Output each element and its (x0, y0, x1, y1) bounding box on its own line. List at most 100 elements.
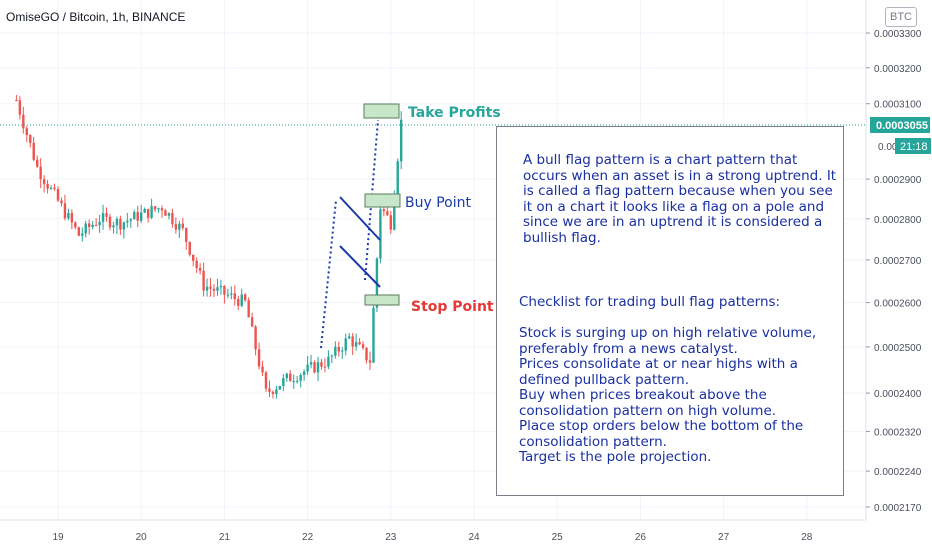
candle-body (358, 342, 361, 345)
y-tick-label: 0.0002500 (874, 343, 922, 354)
flag-upper-line[interactable] (339, 196, 381, 241)
candle-body (81, 233, 84, 236)
note-box[interactable]: A bull flag pattern is a chart pattern t… (496, 126, 844, 496)
candle-body (212, 288, 216, 291)
candle-body (202, 270, 205, 291)
y-tick-label: 0.0003300 (874, 29, 922, 40)
pole-line-left[interactable] (320, 199, 337, 349)
candle-body (261, 366, 264, 373)
candle-body (63, 203, 67, 219)
candle-body (15, 100, 18, 102)
candle-body (278, 386, 282, 390)
candle-body (233, 293, 236, 300)
candle-body (389, 215, 392, 230)
take-profits-label: Take Profits (408, 105, 501, 121)
candle-body (368, 360, 372, 363)
candle-body (53, 187, 56, 190)
candle-body (22, 114, 25, 129)
candle-body (56, 189, 60, 201)
candle-body (119, 218, 122, 230)
candle-body (49, 187, 53, 189)
candle-body (36, 159, 39, 167)
candle-body (337, 346, 340, 352)
candle-body (105, 213, 108, 217)
candle-body (153, 206, 157, 210)
stop-point-box[interactable] (364, 294, 400, 306)
candle-body (348, 336, 351, 339)
candle-body (77, 227, 80, 236)
flag-lower-line[interactable] (339, 245, 381, 288)
candle-body (219, 285, 223, 288)
take-profit-box[interactable] (363, 103, 400, 119)
candle-body (365, 347, 368, 361)
candle-body (181, 223, 184, 229)
candle-body (285, 373, 288, 379)
candle-body (143, 208, 146, 213)
candle-body (351, 336, 354, 347)
candlesticks (15, 94, 403, 399)
price-axis[interactable] (866, 0, 932, 520)
buy-point-box[interactable] (364, 193, 401, 208)
time-axis-labels[interactable]: 19 20 21 22 23 24 25 26 27 28 (52, 532, 812, 543)
candle-body (88, 223, 91, 227)
candle-body (185, 228, 188, 242)
candle-body (282, 378, 285, 387)
candle-body (247, 300, 250, 318)
candle-body (268, 388, 271, 392)
candle-body (112, 225, 115, 228)
candle-body (84, 223, 87, 234)
candle-body (29, 134, 32, 143)
x-tick-label: 25 (552, 532, 564, 543)
hidden-tick-partial: 0.000 (878, 142, 903, 153)
x-tick-label: 26 (635, 532, 647, 543)
candle-body (140, 212, 143, 221)
candle-body (271, 391, 275, 395)
candle-body (18, 100, 22, 115)
candle-body (108, 216, 112, 228)
candle-body (316, 362, 320, 373)
y-tick-label: 0.0002240 (874, 467, 922, 478)
candle-body (323, 366, 327, 368)
candle-body (171, 213, 174, 225)
candle-body (70, 212, 74, 223)
candle-body (361, 344, 365, 348)
x-tick-label: 27 (718, 532, 730, 543)
candle-body (354, 342, 358, 347)
currency-badge[interactable]: BTC (885, 7, 917, 27)
y-tick-label: 0.0003200 (874, 64, 922, 75)
candle-body (192, 254, 195, 261)
candle-body (74, 222, 77, 228)
y-tick-label: 0.0002800 (874, 215, 922, 226)
candle-body (164, 210, 167, 216)
candle-body (309, 362, 313, 365)
candle-body (115, 218, 119, 226)
x-tick-label: 20 (136, 532, 148, 543)
candle-body (257, 349, 261, 367)
candle-body (244, 294, 247, 301)
candle-body (178, 223, 181, 230)
candle-body (150, 206, 153, 218)
candle-body (157, 208, 160, 210)
x-tick-label: 22 (302, 532, 314, 543)
chart-title: OmiseGO / Bitcoin, 1h, BINANCE (6, 10, 186, 24)
candle-body (42, 179, 46, 184)
price-axis-labels: 0.0003300 0.0003200 0.0003100 0.0002900 0.00… (866, 29, 922, 514)
y-tick-label: 0.0002320 (874, 427, 922, 438)
price-tag (870, 117, 930, 133)
candle-body (101, 213, 105, 222)
x-tick-label: 19 (52, 532, 64, 543)
note-paragraph-checklist: Checklist for trading bull flag patterns… (519, 294, 817, 465)
candle-body (341, 350, 344, 352)
candle-body (379, 209, 382, 259)
candle-body (133, 212, 136, 220)
candle-body (195, 260, 198, 269)
candle-body (32, 142, 35, 160)
candle-body (98, 221, 101, 226)
price-tag-label: 0.0003055 (876, 120, 928, 132)
candle-body (216, 287, 219, 291)
candle-body (230, 293, 233, 295)
candle-body (330, 355, 334, 357)
candle-body (396, 161, 399, 197)
candle-body (250, 317, 254, 327)
